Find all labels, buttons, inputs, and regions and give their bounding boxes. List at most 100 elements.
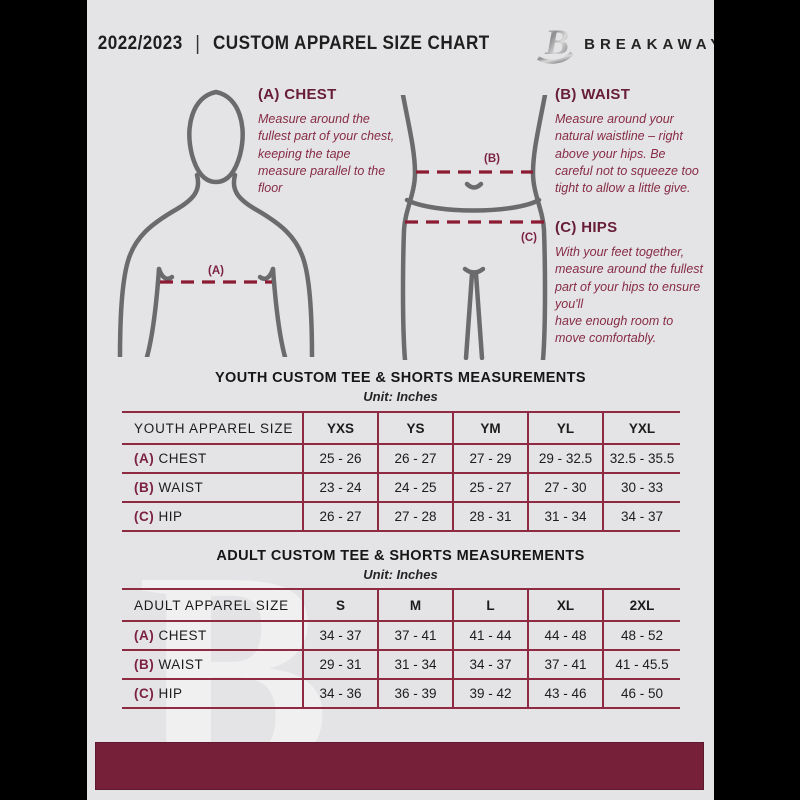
hips-marker-label: (C) [521, 232, 537, 244]
youth-chest-row: (A) CHEST 25 - 26 26 - 27 27 - 29 29 - 3… [122, 443, 680, 473]
left-armpit [156, 266, 175, 281]
table-cell: 36 - 39 [377, 678, 453, 709]
waist-instruction: (B) WAIST Measure around your natural wa… [555, 86, 705, 197]
table-cell: 48 - 52 [602, 620, 680, 650]
left-chest-side [144, 266, 162, 357]
table-cell: 43 - 46 [527, 678, 603, 709]
table-cell: 26 - 27 [377, 443, 453, 473]
hips-instruction: (C) HIPS With your feet together, measur… [555, 219, 707, 348]
youth-size-ym: YM [452, 411, 528, 444]
table-cell: 26 - 27 [302, 501, 378, 532]
youth-size-ys: YS [377, 411, 453, 444]
table-cell: 34 - 37 [302, 620, 378, 650]
youth-size-yxl: YXL [602, 411, 680, 444]
adult-size-col-header: ADULT APPAREL SIZE [122, 588, 303, 621]
navel [464, 181, 484, 190]
table-cell: 29 - 32.5 [527, 443, 603, 473]
chest-instruction: (A) CHEST Measure around the fullest par… [258, 86, 400, 197]
right-body-side [530, 95, 548, 360]
table-cell: 23 - 24 [302, 472, 378, 502]
adult-size-2xl: 2XL [602, 588, 680, 621]
adult-hip-row: (C) HIP 34 - 36 36 - 39 39 - 42 43 - 46 … [122, 678, 680, 709]
right-inner-leg [473, 271, 485, 360]
head-outline [187, 89, 245, 185]
adult-size-table: ADULT APPAREL SIZE S M L XL 2XL (A) CHES… [122, 588, 680, 709]
logo-letter: B [544, 22, 569, 62]
hip-band-curve [404, 197, 542, 213]
table-cell: 25 - 27 [452, 472, 528, 502]
right-armpit [257, 266, 276, 281]
adult-unit-label: Unit: Inches [363, 567, 438, 582]
adult-size-m: M [377, 588, 453, 621]
lower-body-diagram: (B) (C) [400, 95, 548, 360]
right-shoulder-arm [231, 172, 315, 357]
crotch-curve [462, 266, 486, 275]
youth-waist-row: (B) WAIST 23 - 24 24 - 25 25 - 27 27 - 3… [122, 472, 680, 502]
adult-table-header-row: ADULT APPAREL SIZE S M L XL 2XL [122, 588, 680, 621]
youth-hip-row: (C) HIP 26 - 27 27 - 28 28 - 31 31 - 34 … [122, 501, 680, 532]
waist-instruction-body: Measure around your natural waistline – … [555, 112, 699, 195]
table-cell: 39 - 42 [452, 678, 528, 709]
table-cell: 29 - 31 [302, 649, 378, 679]
table-cell: 34 - 36 [302, 678, 378, 709]
table-cell: 27 - 30 [527, 472, 603, 502]
table-cell: 41 - 45.5 [602, 649, 680, 679]
table-cell: 32.5 - 35.5 [602, 443, 680, 473]
row-label: (B) WAIST [122, 472, 303, 502]
brand-lockup: B BREAKAWAY [535, 22, 714, 66]
chest-instruction-body: Measure around the fullest part of your … [258, 112, 395, 195]
adult-section-title: ADULT CUSTOM TEE & SHORTS MEASUREMENTS [216, 548, 585, 564]
footer-accent-bar [95, 742, 704, 790]
adult-waist-row: (B) WAIST 29 - 31 31 - 34 34 - 37 37 - 4… [122, 649, 680, 679]
table-cell: 44 - 48 [527, 620, 603, 650]
table-cell: 25 - 26 [302, 443, 378, 473]
breakaway-logo-icon: B [537, 22, 574, 64]
waist-marker-label: (B) [484, 153, 500, 165]
table-cell: 31 - 34 [527, 501, 603, 532]
table-cell: 31 - 34 [377, 649, 453, 679]
table-cell: 24 - 25 [377, 472, 453, 502]
table-cell: 27 - 29 [452, 443, 528, 473]
youth-size-table: YOUTH APPAREL SIZE YXS YS YM YL YXL (A) … [122, 411, 680, 532]
title-main: CUSTOM APPAREL SIZE CHART [212, 33, 490, 54]
row-label: (C) HIP [122, 501, 303, 532]
hips-instruction-heading: (C) HIPS [555, 219, 618, 236]
chest-marker-label: (A) [208, 265, 224, 277]
chest-instruction-heading: (A) CHEST [258, 86, 337, 103]
title-year: 2022/2023 [97, 33, 183, 54]
left-inner-leg [463, 271, 475, 360]
document-header: 2022/2023 | CUSTOM APPAREL SIZE CHART B … [87, 22, 714, 66]
right-chest-side [270, 266, 288, 357]
adult-chest-row: (A) CHEST 34 - 37 37 - 41 41 - 44 44 - 4… [122, 620, 680, 650]
waist-instruction-heading: (B) WAIST [555, 86, 631, 103]
youth-section-title: YOUTH CUSTOM TEE & SHORTS MEASUREMENTS [214, 370, 586, 386]
table-cell: 27 - 28 [377, 501, 453, 532]
youth-size-yxs: YXS [302, 411, 378, 444]
table-cell: 37 - 41 [377, 620, 453, 650]
left-shoulder-arm [117, 172, 201, 357]
row-label: (A) CHEST [122, 443, 303, 473]
page-title: 2022/2023 | CUSTOM APPAREL SIZE CHART [98, 33, 490, 56]
youth-size-col-header: YOUTH APPAREL SIZE [122, 411, 303, 444]
row-label: (C) HIP [122, 678, 303, 709]
table-cell: 28 - 31 [452, 501, 528, 532]
title-separator: | [195, 32, 201, 55]
table-cell: 34 - 37 [602, 501, 680, 532]
row-label: (B) WAIST [122, 649, 303, 679]
upper-body-diagram: (A) [117, 89, 315, 357]
adult-size-xl: XL [527, 588, 603, 621]
document-page: B 2022/2023 | CUSTOM APPAREL SIZE CHART … [87, 0, 714, 800]
youth-size-yl: YL [527, 411, 603, 444]
left-body-side [400, 95, 418, 360]
table-cell: 30 - 33 [602, 472, 680, 502]
adult-size-s: S [302, 588, 378, 621]
row-label: (A) CHEST [122, 620, 303, 650]
hips-instruction-body: With your feet together, measure around … [555, 245, 704, 346]
table-cell: 46 - 50 [602, 678, 680, 709]
brand-name: BREAKAWAY [584, 35, 714, 53]
table-cell: 37 - 41 [527, 649, 603, 679]
adult-size-l: L [452, 588, 528, 621]
youth-table-header-row: YOUTH APPAREL SIZE YXS YS YM YL YXL [122, 411, 680, 444]
youth-unit-label: Unit: Inches [363, 389, 438, 404]
